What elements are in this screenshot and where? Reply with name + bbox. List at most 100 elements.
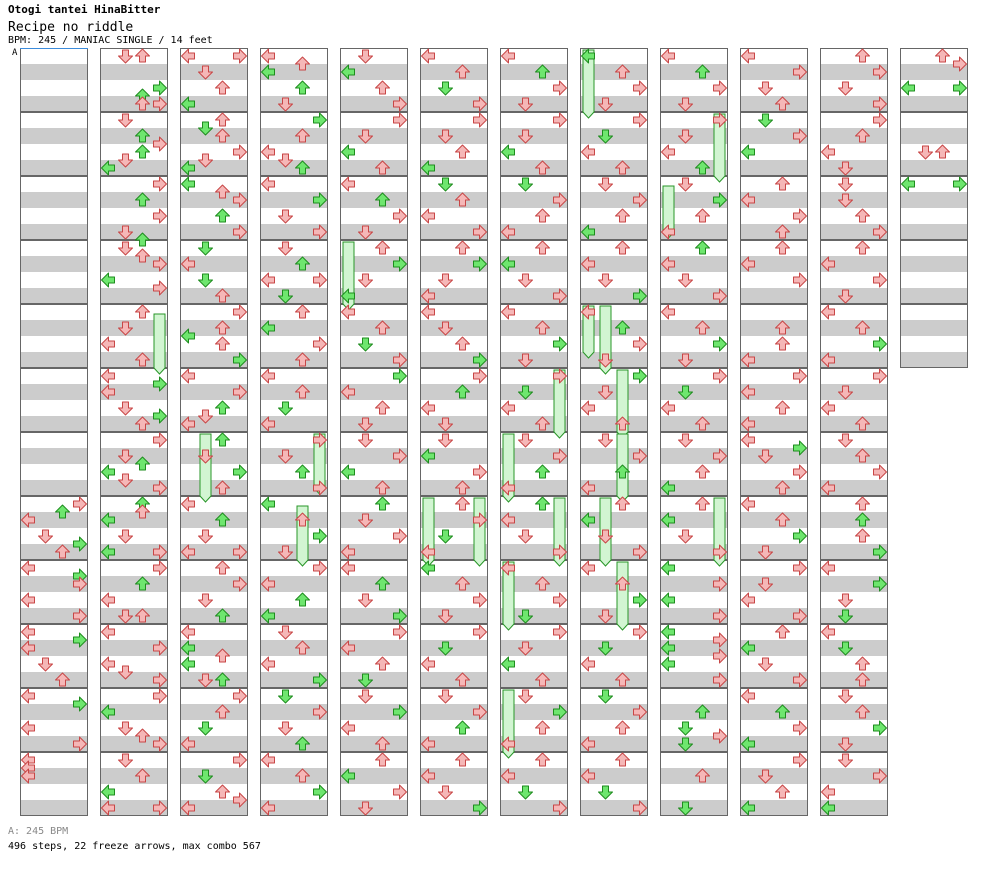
- eighth-step-arrow: [198, 769, 213, 784]
- quarter-step-arrow: [421, 48, 435, 64]
- measure: [660, 240, 728, 304]
- quarter-step-arrow: [633, 800, 647, 816]
- quarter-step-arrow: [233, 792, 247, 808]
- eighth-step-arrow: [741, 800, 755, 816]
- quarter-step-arrow: [838, 81, 853, 96]
- quarter-step-arrow: [278, 449, 293, 464]
- eighth-step-arrow: [341, 64, 355, 80]
- quarter-step-arrow: [775, 512, 790, 527]
- quarter-step-arrow: [313, 704, 327, 720]
- quarter-step-arrow: [553, 624, 567, 640]
- eighth-step-arrow: [455, 720, 470, 735]
- eighth-step-arrow: [101, 704, 115, 720]
- measure: [260, 688, 328, 752]
- quarter-step-arrow: [855, 448, 870, 463]
- quarter-step-arrow: [615, 672, 630, 687]
- quarter-step-arrow: [215, 184, 230, 199]
- quarter-step-arrow: [181, 368, 195, 384]
- quarter-step-arrow: [678, 129, 693, 144]
- quarter-step-arrow: [598, 385, 613, 400]
- measure: [660, 752, 728, 816]
- eighth-step-arrow: [661, 592, 675, 608]
- chart-stats: 496 steps, 22 freeze arrows, max combo 5…: [8, 841, 261, 852]
- quarter-step-arrow: [501, 768, 515, 784]
- quarter-step-arrow: [118, 609, 133, 624]
- quarter-step-arrow: [501, 560, 515, 576]
- eighth-step-arrow: [295, 256, 310, 271]
- quarter-step-arrow: [198, 409, 213, 424]
- quarter-step-arrow: [741, 256, 755, 272]
- quarter-step-arrow: [101, 368, 115, 384]
- eighth-step-arrow: [535, 496, 550, 511]
- quarter-step-arrow: [535, 416, 550, 431]
- quarter-step-arrow: [553, 80, 567, 96]
- measure: [820, 112, 888, 176]
- quarter-step-arrow: [375, 240, 390, 255]
- measure: [500, 624, 568, 688]
- measure: [740, 112, 808, 176]
- quarter-step-arrow: [278, 209, 293, 224]
- quarter-step-arrow: [793, 608, 807, 624]
- quarter-step-arrow: [21, 592, 35, 608]
- quarter-step-arrow: [135, 352, 150, 367]
- eighth-step-arrow: [393, 704, 407, 720]
- eighth-step-arrow: [101, 784, 115, 800]
- quarter-step-arrow: [375, 160, 390, 175]
- eighth-step-arrow: [501, 144, 515, 160]
- eighth-step-arrow: [633, 592, 647, 608]
- quarter-step-arrow: [518, 641, 533, 656]
- quarter-step-arrow: [421, 400, 435, 416]
- quarter-step-arrow: [501, 512, 515, 528]
- eighth-step-arrow: [181, 656, 195, 672]
- quarter-step-arrow: [421, 544, 435, 560]
- quarter-step-arrow: [393, 96, 407, 112]
- quarter-step-arrow: [153, 560, 167, 576]
- quarter-step-arrow: [153, 640, 167, 656]
- eighth-step-arrow: [473, 800, 487, 816]
- quarter-step-arrow: [101, 800, 115, 816]
- quarter-step-arrow: [473, 704, 487, 720]
- measure: [180, 240, 248, 304]
- quarter-step-arrow: [873, 464, 887, 480]
- eighth-step-arrow: [375, 496, 390, 511]
- eighth-step-arrow: [873, 336, 887, 352]
- quarter-step-arrow: [313, 272, 327, 288]
- eighth-step-arrow: [313, 672, 327, 688]
- quarter-step-arrow: [261, 144, 275, 160]
- quarter-step-arrow: [821, 304, 835, 320]
- eighth-step-arrow: [518, 785, 533, 800]
- measure: [340, 752, 408, 816]
- quarter-step-arrow: [633, 624, 647, 640]
- measure: [740, 240, 808, 304]
- quarter-step-arrow: [73, 496, 87, 512]
- quarter-step-arrow: [135, 504, 150, 519]
- quarter-step-arrow: [695, 416, 710, 431]
- quarter-step-arrow: [233, 144, 247, 160]
- measure: [100, 240, 168, 304]
- quarter-step-arrow: [661, 48, 675, 64]
- eighth-step-arrow: [261, 496, 275, 512]
- quarter-step-arrow: [581, 560, 595, 576]
- quarter-step-arrow: [455, 480, 470, 495]
- quarter-step-arrow: [935, 144, 950, 159]
- measure: [20, 624, 88, 688]
- quarter-step-arrow: [233, 544, 247, 560]
- quarter-step-arrow: [793, 64, 807, 80]
- quarter-step-arrow: [581, 304, 595, 320]
- quarter-step-arrow: [793, 128, 807, 144]
- eighth-step-arrow: [375, 192, 390, 207]
- quarter-step-arrow: [21, 688, 35, 704]
- quarter-step-arrow: [233, 384, 247, 400]
- quarter-step-arrow: [581, 736, 595, 752]
- measure: [820, 688, 888, 752]
- quarter-step-arrow: [713, 544, 727, 560]
- eighth-step-arrow: [678, 721, 693, 736]
- eighth-step-arrow: [295, 160, 310, 175]
- measure: [340, 432, 408, 496]
- quarter-step-arrow: [741, 384, 755, 400]
- quarter-step-arrow: [713, 608, 727, 624]
- quarter-step-arrow: [695, 320, 710, 335]
- quarter-step-arrow: [855, 672, 870, 687]
- quarter-step-arrow: [278, 153, 293, 168]
